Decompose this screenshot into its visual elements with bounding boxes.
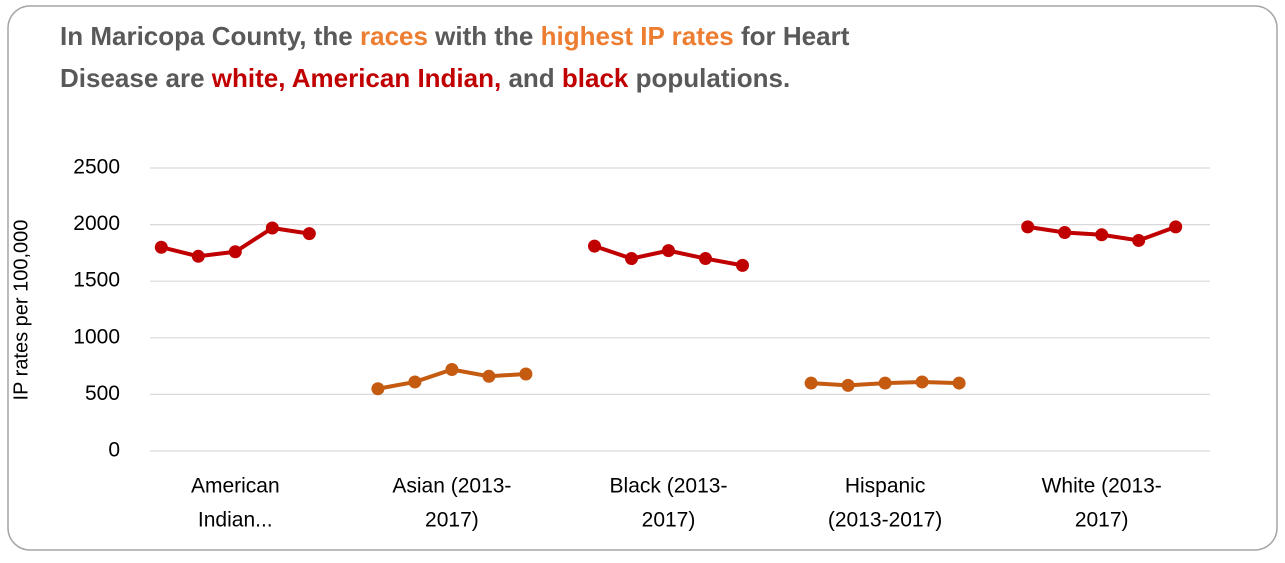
point: [841, 378, 855, 392]
point: [445, 362, 459, 376]
point: [302, 227, 316, 241]
point: [228, 245, 242, 259]
point: [519, 367, 533, 381]
x-tick-label: Hispanic: [845, 475, 926, 498]
point: [699, 252, 712, 266]
point: [662, 244, 675, 258]
point: [1169, 220, 1183, 234]
chart-title: In Maricopa County, the races with the h…: [60, 21, 850, 51]
point: [878, 376, 892, 390]
title-segment: Disease are: [60, 63, 212, 93]
x-tick-label: 2017): [1075, 509, 1129, 532]
y-tick-label: 500: [85, 382, 120, 405]
point: [265, 221, 279, 235]
chart-title: Disease are white, American Indian, and …: [60, 63, 790, 93]
y-axis-label: IP rates per 100,000: [10, 220, 32, 401]
point: [1132, 233, 1146, 247]
x-tick-label: (2013-2017): [828, 509, 942, 532]
point: [588, 239, 601, 253]
point: [1058, 226, 1072, 240]
point: [804, 376, 818, 390]
title-segment: with the: [428, 21, 541, 51]
title-segment: In Maricopa County, the: [60, 21, 360, 51]
point: [371, 382, 385, 396]
point: [952, 376, 966, 390]
point: [191, 249, 205, 263]
point: [408, 375, 422, 389]
title-segment: and: [501, 63, 562, 93]
y-tick-label: 2500: [73, 156, 120, 179]
y-tick-label: 1500: [73, 269, 120, 292]
title-segment: races: [360, 21, 428, 51]
y-tick-label: 1000: [73, 325, 120, 348]
point: [1021, 220, 1035, 234]
x-tick-label: 2017): [642, 509, 696, 532]
point: [154, 240, 168, 254]
point: [915, 375, 929, 389]
point: [482, 369, 496, 383]
x-tick-label: White (2013-: [1042, 475, 1162, 498]
frame: [7, 5, 1278, 551]
x-tick-label: Black (2013-: [610, 475, 728, 498]
title-segment: black: [562, 63, 629, 93]
title-segment: populations.: [628, 63, 790, 93]
point: [1095, 228, 1109, 242]
y-tick-label: 0: [108, 439, 120, 462]
y-tick-label: 2000: [73, 212, 120, 235]
title-segment: highest IP rates: [541, 21, 734, 51]
x-tick-label: Asian (2013-: [392, 475, 511, 498]
title-segment: white, American Indian,: [211, 63, 501, 93]
x-tick-label: American: [191, 475, 280, 498]
point: [736, 258, 749, 272]
point: [625, 252, 638, 266]
title-segment: for Heart: [734, 21, 850, 51]
x-tick-label: 2017): [425, 509, 479, 532]
x-tick-label: Indian...: [198, 509, 273, 532]
